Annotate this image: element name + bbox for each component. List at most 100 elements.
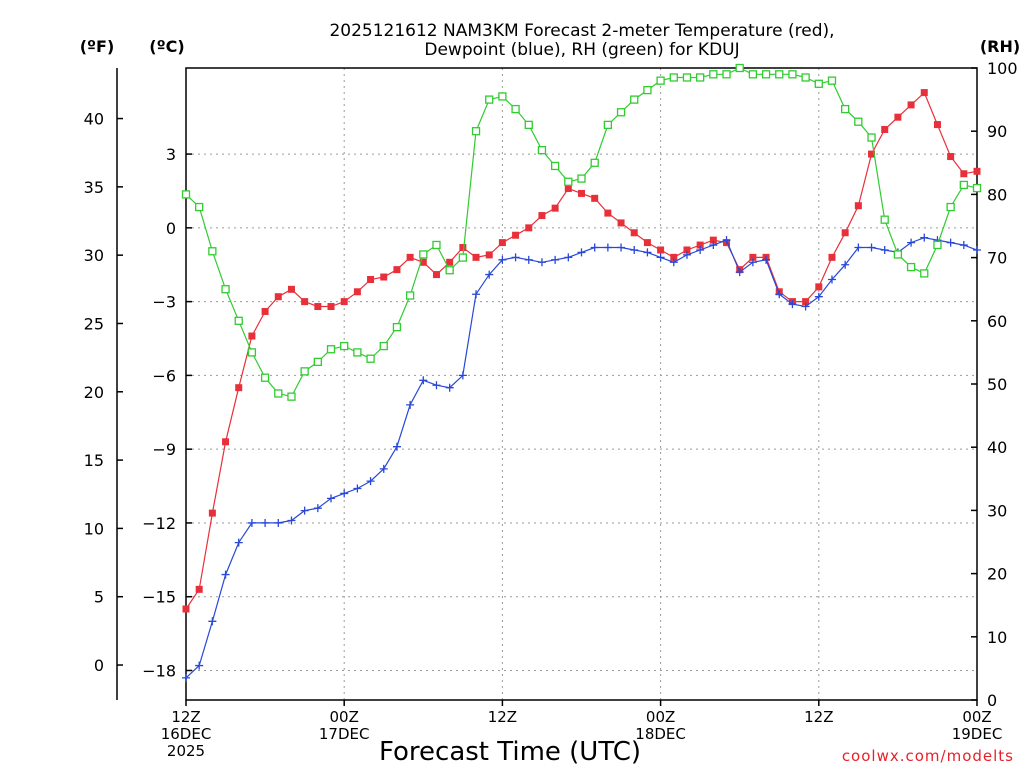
x-tick-label: 19DEC — [952, 725, 1003, 743]
rh-point — [906, 262, 916, 272]
temperature-point — [393, 266, 401, 274]
celsius-tick-label: −3 — [152, 293, 176, 312]
rh-point — [247, 348, 257, 357]
dewpoint-point — [524, 255, 533, 264]
rh-point — [564, 177, 573, 186]
fahrenheit-tick-label: 5 — [94, 588, 104, 607]
dewpoint-point — [854, 243, 863, 252]
tick-marks — [117, 67, 978, 706]
rh-point — [814, 79, 823, 88]
rh-point — [445, 266, 454, 275]
rh-point — [379, 341, 388, 351]
dewpoint-point — [511, 253, 520, 262]
temperature-point — [498, 239, 506, 247]
rh-point — [761, 70, 771, 79]
temperature-point — [380, 273, 388, 281]
temperature-point — [591, 194, 599, 202]
dewpoint-point — [630, 245, 639, 254]
dewpoint-point — [656, 253, 665, 262]
temperature-point — [261, 307, 269, 315]
temperature-point — [683, 246, 691, 254]
rh-point — [920, 269, 929, 278]
fahrenheit-tick-label: 15 — [84, 451, 104, 470]
rh-point — [972, 183, 982, 193]
dewpoint-point — [669, 258, 678, 267]
dewpoint-point — [379, 464, 388, 473]
rh-tick-label: 70 — [987, 249, 1007, 268]
temperature-point — [432, 271, 440, 279]
rh-point — [735, 63, 744, 73]
temperature-point — [670, 253, 678, 261]
dewpoint-point — [643, 248, 652, 257]
temperature-point — [235, 384, 243, 392]
rh-point — [524, 120, 533, 130]
dewpoint-point — [353, 484, 362, 493]
temperature-point — [512, 231, 520, 239]
rh-point — [392, 322, 402, 332]
rh-point — [893, 250, 903, 259]
fahrenheit-unit-label: (ºF) — [80, 37, 115, 56]
temperature-point — [907, 101, 915, 109]
chart-title-line-1: 2025121612 NAM3KM Forecast 2-meter Tempe… — [329, 21, 834, 41]
temperature-point — [525, 224, 533, 232]
rh-point — [946, 202, 955, 212]
temperature-point — [353, 288, 361, 296]
celsius-tick-label: −18 — [142, 661, 176, 680]
dewpoint-point — [485, 270, 494, 279]
dewpoint-point — [564, 253, 573, 262]
temperature-line — [185, 91, 978, 610]
rh-tick-label: 30 — [987, 501, 1007, 520]
dewpoint-point — [827, 275, 836, 284]
x-tick-label: 16DEC — [161, 725, 212, 743]
temperature-point — [749, 253, 757, 261]
dewpoint-point — [709, 241, 718, 250]
rh-point — [511, 104, 520, 114]
temperature-point — [933, 121, 941, 129]
temperature-point — [920, 89, 928, 97]
fahrenheit-tick-label: 25 — [84, 314, 104, 333]
rh-point — [181, 190, 191, 199]
temperature-point — [446, 258, 454, 266]
dewpoint-point — [208, 617, 217, 626]
dewpoint-point — [603, 243, 612, 252]
temperature-point — [604, 209, 612, 217]
rh-point — [313, 357, 322, 367]
rh-point — [221, 285, 230, 294]
rh-tick-label: 90 — [987, 122, 1007, 141]
temperature-point — [617, 219, 625, 227]
dewpoint-point — [261, 518, 270, 527]
dewpoint-point — [458, 371, 467, 380]
temperature-point — [854, 202, 862, 210]
rh-tick-label: 10 — [987, 628, 1007, 647]
temperature-point — [459, 244, 467, 252]
rh-unit-label: (RH) — [980, 37, 1020, 56]
dewpoint-point — [696, 245, 705, 254]
temperature-point — [802, 298, 810, 306]
rh-point — [880, 215, 889, 224]
dewpoint-point — [221, 570, 230, 579]
temperature-point — [709, 236, 717, 244]
temperature-point — [485, 251, 493, 259]
rh-point — [867, 133, 876, 142]
temperature-point — [881, 125, 889, 133]
x-tick-label: 00Z — [962, 708, 991, 726]
gridlines — [186, 68, 977, 700]
dewpoint-point — [617, 243, 626, 252]
rh-point — [340, 341, 349, 351]
dewpoint-point — [841, 260, 850, 269]
temperature-point — [841, 229, 849, 237]
rh-point — [603, 120, 613, 130]
rh-point — [696, 73, 705, 82]
fahrenheit-tick-label: 30 — [84, 246, 104, 265]
x-tick-label: 18DEC — [635, 725, 686, 743]
dewpoint-point — [682, 250, 691, 259]
fahrenheit-tick-label: 40 — [84, 110, 104, 129]
rh-point — [722, 70, 731, 79]
rh-point — [643, 85, 652, 95]
dewpoint-point — [419, 376, 428, 385]
temperature-point — [274, 293, 282, 301]
rh-point — [577, 174, 586, 183]
rh-point — [485, 95, 494, 104]
